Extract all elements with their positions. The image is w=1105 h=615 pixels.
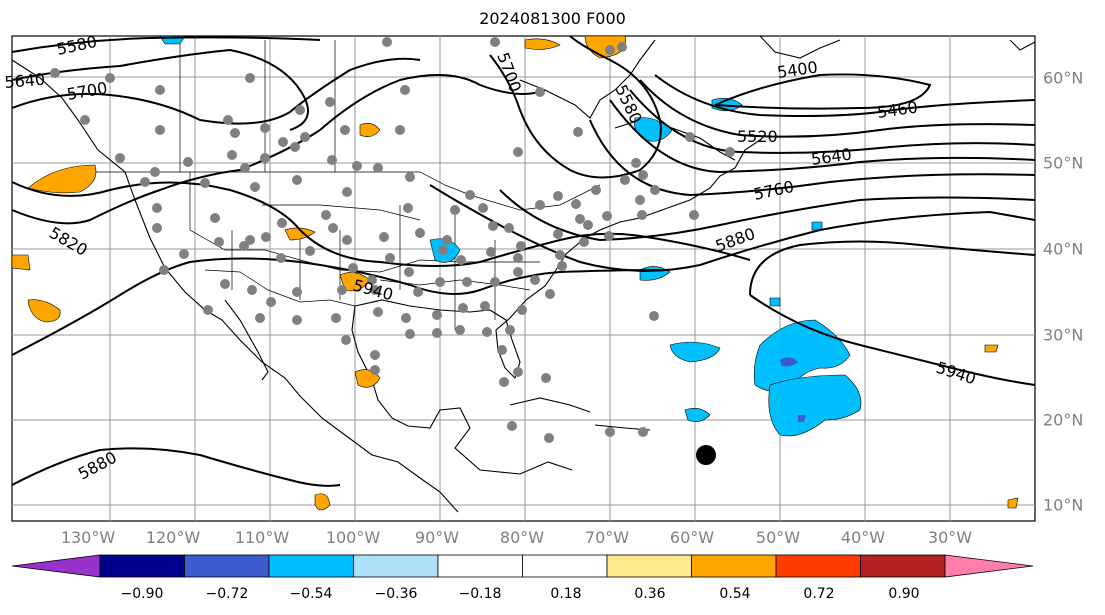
colorbar-tick-label: −0.18 <box>458 586 502 602</box>
colorbar-segment <box>268 554 354 578</box>
colorbar-tick-label: −0.72 <box>205 586 249 602</box>
lon-label: 70°W <box>584 528 630 547</box>
lon-label: 90°W <box>414 528 460 547</box>
contour-label: 5640 <box>4 70 46 92</box>
lat-label: 40°N <box>1043 239 1084 259</box>
lon-label: 80°W <box>499 528 545 547</box>
lon-label: 50°W <box>755 528 801 547</box>
lon-label: 120°W <box>145 528 201 547</box>
colorbar-segment <box>437 554 523 578</box>
colorbar-tick-label: −0.54 <box>289 586 333 602</box>
colorbar-segment <box>606 554 692 578</box>
colorbar-segment <box>353 554 439 578</box>
lat-label: 20°N <box>1043 410 1084 430</box>
lat-label: 30°N <box>1043 325 1084 345</box>
lon-label: 100°W <box>325 528 381 547</box>
strong-negative-patches <box>780 357 806 422</box>
lon-label: 130°W <box>60 528 116 547</box>
colorbar-tick-label: −0.90 <box>120 586 164 602</box>
colorbar-segment <box>775 554 861 578</box>
lon-label: 40°W <box>840 528 886 547</box>
colorbar-extend-high <box>944 554 1034 578</box>
colorbar-tick-label: 0.18 <box>550 586 582 602</box>
lat-label: 10°N <box>1043 495 1084 515</box>
colorbar-segment <box>184 554 270 578</box>
colorbar-tick-label: 0.72 <box>803 586 835 602</box>
graticule <box>12 36 1035 521</box>
storm-center-marker <box>696 445 716 465</box>
height-contours <box>11 35 1036 487</box>
lon-label: 60°W <box>669 528 715 547</box>
colorbar-tick-label: 0.54 <box>719 586 751 602</box>
lat-label: 60°N <box>1043 68 1084 88</box>
contour-label: 5520 <box>737 127 778 146</box>
colorbar-segment <box>860 554 946 578</box>
colorbar-tick-label: −0.36 <box>374 586 418 602</box>
station-dots <box>50 37 735 443</box>
lon-label: 110°W <box>234 528 290 547</box>
colorbar-segment <box>99 554 185 578</box>
colorbar-extend-low <box>11 554 101 578</box>
colorbar-tick-label: 0.36 <box>634 586 666 602</box>
colorbar-segment <box>522 554 608 578</box>
colorbar-tick-label: 0.90 <box>888 586 920 602</box>
map-title: 2024081300 F000 <box>479 9 626 28</box>
lat-label: 50°N <box>1043 153 1084 173</box>
colorbar-segment <box>691 554 777 578</box>
positive-anomaly-patches <box>11 35 1019 511</box>
colorbar <box>11 554 1034 578</box>
lon-label: 30°W <box>927 528 973 547</box>
